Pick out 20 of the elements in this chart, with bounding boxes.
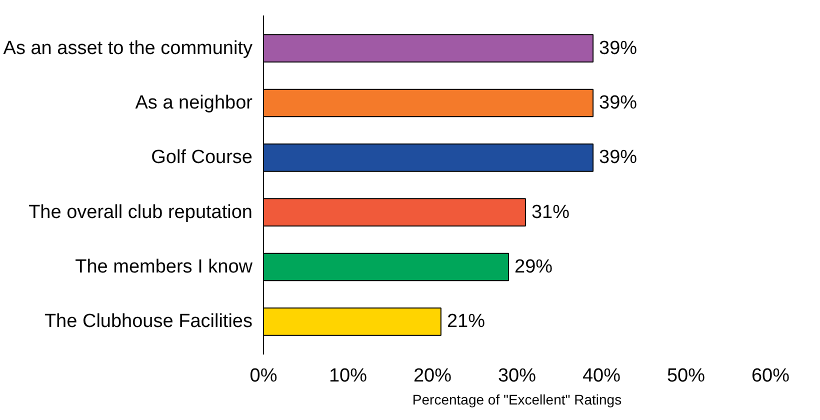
y-tick-label: The members I know	[75, 256, 253, 278]
data-label: 39%	[599, 38, 638, 59]
x-tick-label: 60%	[751, 366, 790, 386]
x-tick-label: 10%	[328, 366, 368, 386]
x-tick-label: 20%	[413, 366, 452, 386]
data-label: 39%	[599, 147, 638, 168]
data-label: 39%	[599, 92, 638, 114]
x-tick-label: 30%	[498, 366, 536, 386]
data-label: 29%	[514, 256, 553, 278]
y-tick-label: As a neighbor	[135, 92, 254, 114]
y-tick-label: As an asset to the community	[3, 38, 253, 59]
y-tick-label: Golf Course	[151, 147, 252, 168]
x-axis-title: Percentage of "Excellent" Ratings	[412, 392, 622, 408]
y-tick-label: The Clubhouse Facilities	[44, 311, 252, 332]
y-tick-label: The overall club reputation	[28, 202, 253, 223]
data-label: 31%	[531, 202, 570, 223]
data-label: 21%	[446, 311, 486, 332]
x-tick-label: 50%	[666, 366, 706, 386]
x-tick-label: 40%	[582, 366, 621, 386]
x-tick-label: 0%	[250, 366, 278, 386]
